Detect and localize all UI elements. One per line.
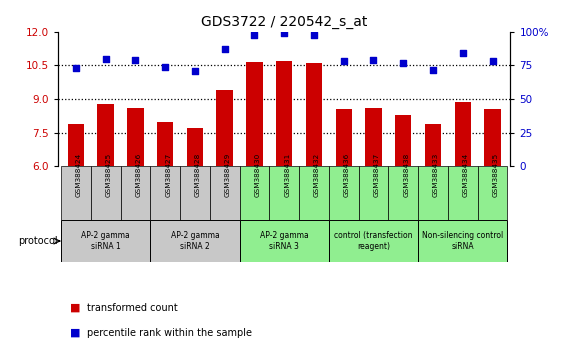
Text: ■: ■ [70,328,80,338]
Bar [150,166,180,220]
Bar [365,108,382,166]
Point [101,56,110,62]
Bar [240,166,269,220]
Point [71,65,81,71]
Text: GSM388426: GSM388426 [135,152,142,196]
Text: GSM388429: GSM388429 [224,152,231,196]
Point [369,57,378,63]
Point [309,32,318,38]
Bar [389,166,418,220]
Title: GDS3722 / 220542_s_at: GDS3722 / 220542_s_at [201,16,367,29]
Bar [299,166,329,220]
Point [190,68,200,74]
Point [220,46,229,52]
Bar [418,166,448,220]
Text: AP-2 gamma
siRNA 1: AP-2 gamma siRNA 1 [81,232,130,251]
Text: Non-silencing control
siRNA: Non-silencing control siRNA [422,232,503,251]
Point [339,59,349,64]
Point [130,57,140,63]
Text: GSM388424: GSM388424 [76,152,82,196]
Bar [61,166,90,220]
Bar [336,109,352,166]
Text: ■: ■ [70,303,80,313]
Text: GSM388437: GSM388437 [374,152,379,196]
Text: GSM388438: GSM388438 [403,152,409,196]
Point [280,30,289,36]
Bar [121,166,150,220]
Bar [97,104,114,166]
Bar [240,220,329,262]
Bar [478,166,508,220]
Bar [455,102,471,166]
Bar [329,220,418,262]
Bar [484,109,501,166]
Text: protocol: protocol [18,236,57,246]
Bar [210,166,240,220]
Bar [395,115,411,166]
Bar [187,128,203,166]
Bar [306,63,322,166]
Text: GSM388428: GSM388428 [195,152,201,196]
Point [161,64,170,70]
Text: GSM388430: GSM388430 [255,152,260,196]
Point [250,32,259,38]
Text: GSM388427: GSM388427 [165,152,171,196]
Text: GSM388432: GSM388432 [314,152,320,196]
Bar [157,121,173,166]
Bar [276,61,292,166]
Text: AP-2 gamma
siRNA 3: AP-2 gamma siRNA 3 [260,232,309,251]
Bar [358,166,389,220]
Text: GSM388433: GSM388433 [433,152,439,196]
Text: GSM388431: GSM388431 [284,152,290,196]
Bar [61,220,150,262]
Bar [246,62,263,166]
Bar [425,124,441,166]
Text: control (transfection
reagent): control (transfection reagent) [334,232,413,251]
Point [429,67,438,72]
Bar [90,166,121,220]
Point [398,60,408,65]
Bar [269,166,299,220]
Text: AP-2 gamma
siRNA 2: AP-2 gamma siRNA 2 [171,232,219,251]
Text: GSM388435: GSM388435 [492,152,499,196]
Text: GSM388425: GSM388425 [106,152,111,196]
Bar [180,166,210,220]
Bar [68,124,84,166]
Point [458,51,467,56]
Text: GSM388436: GSM388436 [344,152,350,196]
Bar [329,166,358,220]
Text: GSM388434: GSM388434 [463,152,469,196]
Bar [127,108,144,166]
Point [488,59,497,64]
Bar [418,220,508,262]
Bar [448,166,478,220]
Bar [150,220,240,262]
Text: transformed count: transformed count [87,303,177,313]
Text: percentile rank within the sample: percentile rank within the sample [87,328,252,338]
Bar [216,90,233,166]
